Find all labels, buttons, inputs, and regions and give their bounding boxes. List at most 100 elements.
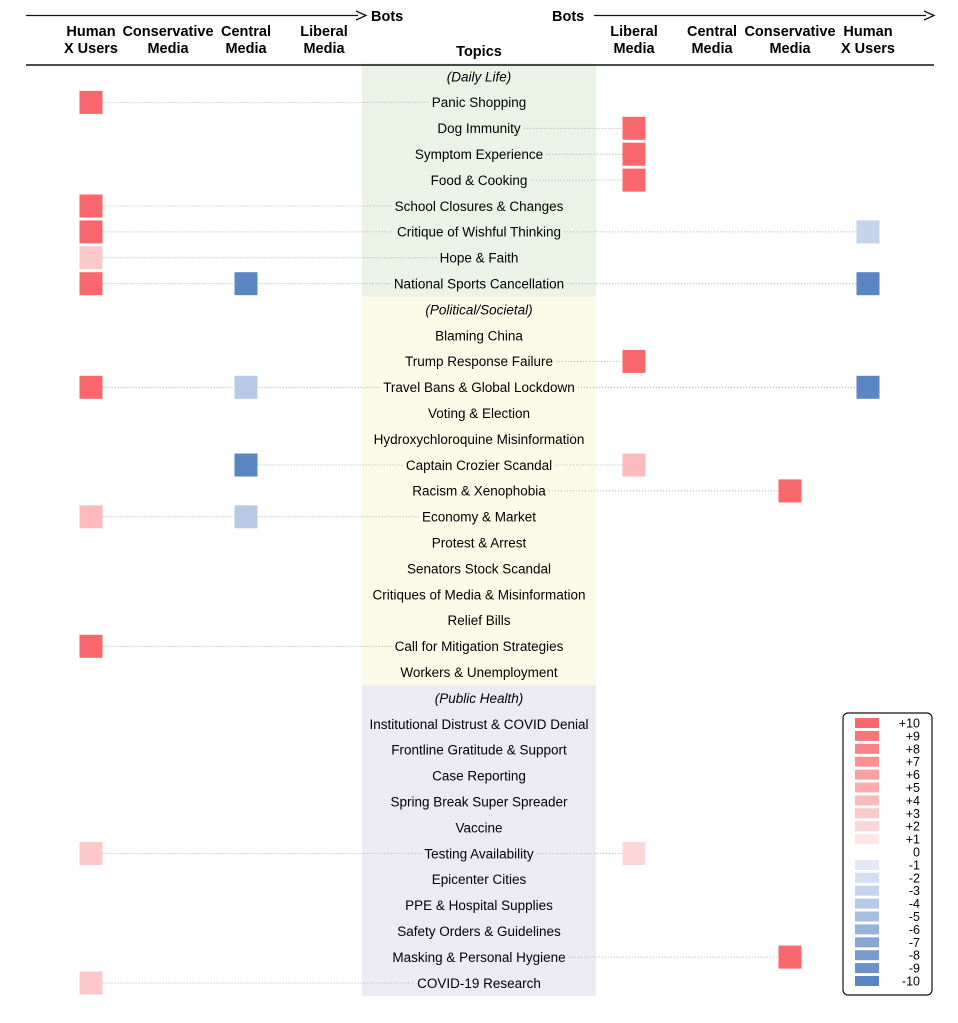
topic-label: Institutional Distrust & COVID Denial: [369, 717, 588, 732]
legend-swatch: [855, 911, 879, 922]
legend-label: -4: [909, 897, 920, 911]
legend-label: +2: [906, 820, 920, 834]
legend-swatch: [855, 730, 879, 741]
legend-label: +4: [906, 794, 920, 808]
heatmap-cell: [79, 272, 103, 296]
legend-swatch: [855, 885, 879, 896]
legend-label: -10: [902, 975, 920, 989]
legend-label: +7: [906, 755, 920, 769]
legend-swatch: [855, 756, 879, 767]
topic-label: Spring Break Super Spreader: [390, 795, 568, 810]
heatmap-cell: [622, 453, 646, 477]
column-header-right: Human: [843, 24, 892, 40]
heatmap-cells: [79, 90, 880, 995]
heatmap-cell: [234, 272, 258, 296]
topic-label: Racism & Xenophobia: [412, 484, 546, 499]
topic-label: Vaccine: [455, 820, 502, 835]
legend-label: +10: [899, 717, 920, 731]
heatmap-cell: [79, 634, 103, 658]
section-band: [362, 685, 596, 996]
legend-swatch: [855, 821, 879, 832]
column-header-right: Media: [613, 41, 655, 57]
column-header-left: Media: [147, 41, 189, 57]
topic-label: Panic Shopping: [432, 95, 527, 110]
legend-label: -9: [909, 962, 920, 976]
topic-label: Travel Bans & Global Lockdown: [383, 380, 575, 395]
topic-label: School Closures & Changes: [395, 199, 564, 214]
legend-swatch: [855, 782, 879, 793]
column-header-right: Central: [687, 24, 737, 40]
heatmap-cell: [79, 246, 103, 270]
legend-label: -7: [909, 936, 920, 950]
topic-label: Senators Stock Scandal: [407, 561, 551, 576]
right-arrow-label: Bots: [552, 9, 584, 25]
heatmap-cell: [856, 375, 880, 399]
legend-swatch: [855, 795, 879, 806]
heatmap-cell: [79, 971, 103, 995]
topic-label: Captain Crozier Scandal: [406, 458, 552, 473]
heatmap-cell: [856, 272, 880, 296]
legend: +10+9+8+7+6+5+4+3+2+10-1-2-3-4-5-6-7-8-9…: [842, 712, 933, 996]
heatmap-cell: [79, 505, 103, 529]
legend-swatch: [855, 976, 879, 986]
legend-swatch: [855, 937, 879, 948]
topic-label: Trump Response Failure: [405, 354, 553, 369]
column-header-left: Media: [303, 41, 345, 57]
column-header-right: X Users: [841, 41, 895, 57]
heatmap-cell: [622, 142, 646, 166]
right-arrow-head: [923, 10, 936, 21]
section-label: (Daily Life): [447, 69, 512, 84]
topic-label: Testing Availability: [424, 846, 534, 861]
section-label: (Public Health): [435, 691, 524, 706]
legend-items: +10+9+8+7+6+5+4+3+2+10-1-2-3-4-5-6-7-8-9…: [855, 717, 920, 989]
topic-label: Hope & Faith: [440, 251, 519, 266]
legend-label: +1: [906, 833, 920, 847]
column-header-left: Human: [66, 24, 115, 40]
legend-swatch: [855, 743, 879, 754]
legend-label: +8: [906, 742, 920, 756]
topic-label: Economy & Market: [422, 510, 536, 525]
topic-label: Case Reporting: [432, 769, 526, 784]
legend-label: +9: [906, 729, 920, 743]
legend-swatch: [855, 924, 879, 935]
legend-label: -1: [909, 858, 920, 872]
heatmap-cell: [79, 375, 103, 399]
legend-label: -2: [909, 871, 920, 885]
topic-label: Voting & Election: [428, 406, 530, 421]
legend-label: -3: [909, 884, 920, 898]
topic-label: Workers & Unemployment: [400, 665, 558, 680]
column-header-left: X Users: [64, 41, 118, 57]
column-header-right: Media: [769, 41, 811, 57]
section-label: (Political/Societal): [425, 302, 532, 317]
topic-label: Relief Bills: [447, 613, 510, 628]
topic-label: PPE & Hospital Supplies: [405, 898, 553, 913]
column-header-right: Conservative: [744, 24, 835, 40]
column-header-left: Media: [225, 41, 267, 57]
left-arrow-head: [355, 10, 368, 21]
legend-label: -8: [909, 949, 920, 963]
legend-label: +6: [906, 768, 920, 782]
topic-label: Epicenter Cities: [432, 872, 527, 887]
column-header-right: Media: [691, 41, 733, 57]
column-header-right: Liberal: [610, 24, 658, 40]
column-header-left: Conservative: [122, 24, 213, 40]
legend-swatch: [855, 718, 879, 728]
heatmap-cell: [622, 116, 646, 140]
legend-swatch: [855, 898, 879, 909]
legend-swatch: [855, 859, 879, 870]
legend-label: -5: [909, 910, 920, 924]
legend-swatch: [855, 834, 879, 845]
heatmap-cell: [622, 842, 646, 865]
section-band: [362, 63, 596, 297]
legend-label: 0: [913, 846, 920, 860]
topic-label: Safety Orders & Guidelines: [397, 924, 561, 939]
heatmap-cell: [79, 220, 103, 244]
topic-labels: (Daily Life) Panic Shopping Dog Immunity Sy…: [369, 69, 588, 990]
topic-label: Blaming China: [435, 328, 523, 343]
column-header-left: Liberal: [300, 24, 348, 40]
heatmap-cell: [778, 479, 802, 503]
topic-label: Dog Immunity: [437, 121, 521, 136]
